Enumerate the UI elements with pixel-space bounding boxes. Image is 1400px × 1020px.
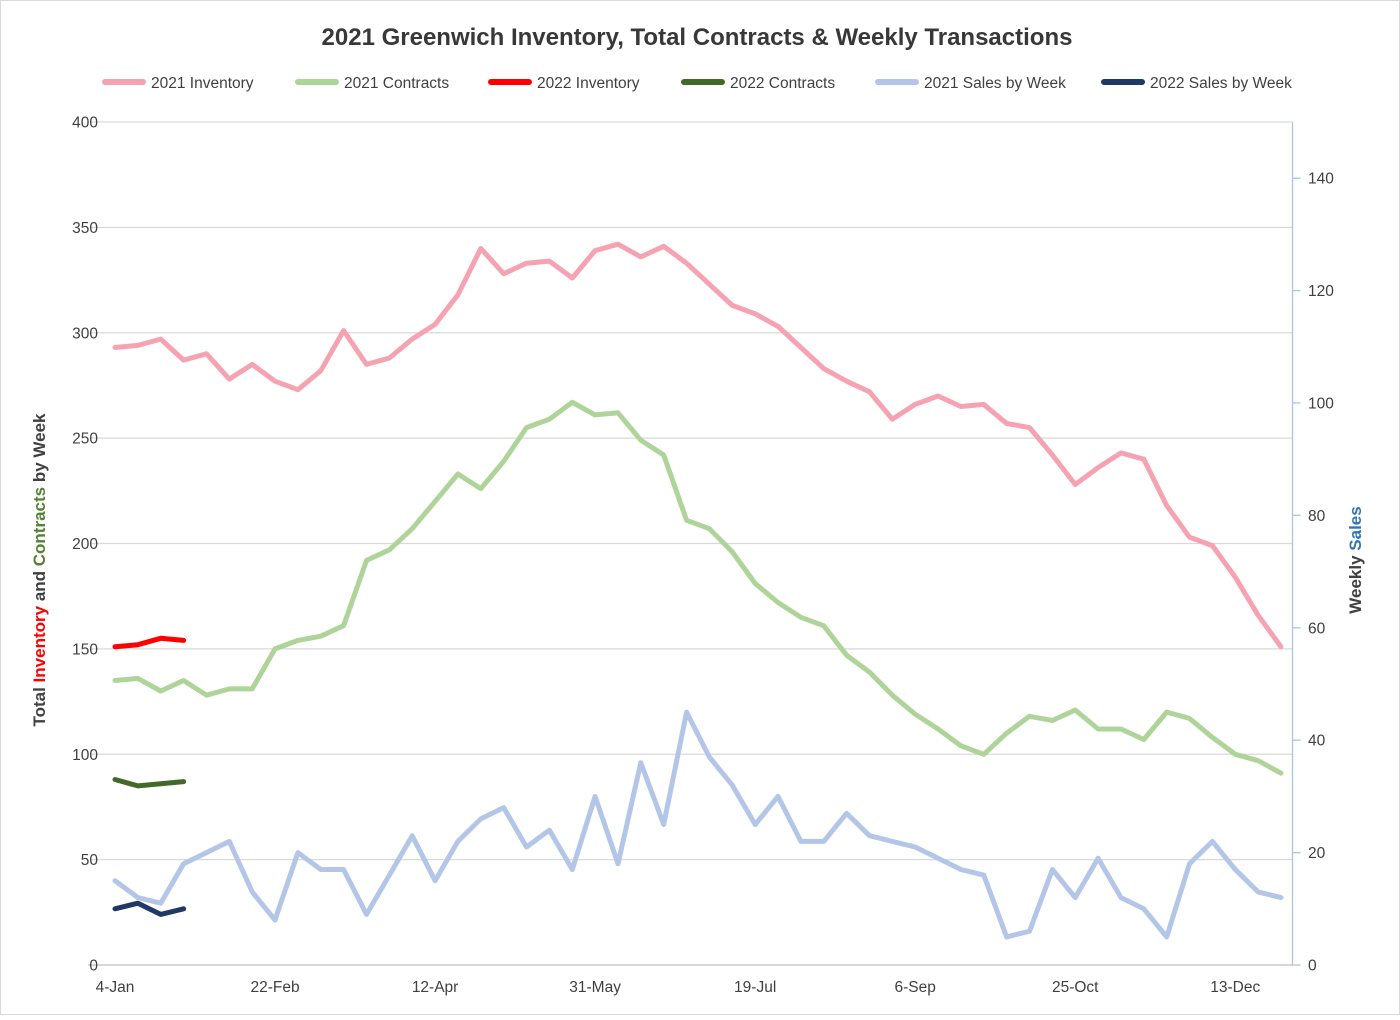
legend-label: 2022 Inventory (537, 75, 640, 92)
left-tick-label-200: 200 (72, 536, 98, 553)
left-axis-title-part: by Week (30, 413, 49, 487)
legend-item-2021-contracts: 2021 Contracts (295, 75, 449, 92)
right-tick-label-140: 140 (1308, 171, 1334, 188)
left-axis-title-part: Total (30, 682, 49, 726)
right-tick-label-40: 40 (1308, 733, 1326, 750)
left-axis-title-part: Contracts (30, 487, 49, 566)
line-2021-sales-by-week (112, 709, 1284, 940)
legend-item-2022-sales: 2022 Sales by Week (1101, 75, 1292, 92)
line-2022-contracts (112, 777, 187, 789)
left-tick-label-350: 350 (72, 220, 98, 237)
legend-item-2022-inventory: 2022 Inventory (488, 75, 640, 92)
x-tick-label-25-oct: 25-Oct (1052, 979, 1099, 996)
data-series (112, 241, 1284, 940)
right-tick-label-80: 80 (1308, 508, 1326, 525)
legend-item-2021-inventory: 2021 Inventory (102, 75, 254, 92)
left-tick-label-50: 50 (81, 852, 99, 869)
legend-item-2021-sales: 2021 Sales by Week (875, 75, 1066, 92)
legend-label: 2021 Sales by Week (924, 75, 1066, 92)
right-axis-title-part: Weekly (1346, 551, 1365, 614)
axis-lines (88, 122, 1301, 966)
chart-title: 2021 Greenwich Inventory, Total Contract… (322, 24, 1073, 51)
legend-label: 2022 Contracts (730, 75, 835, 92)
legend-label: 2021 Contracts (344, 75, 449, 92)
left-tick-label-250: 250 (72, 431, 98, 448)
x-tick-label-22-feb: 22-Feb (250, 979, 299, 996)
line-2021-inventory (112, 241, 1284, 650)
line-2021-contracts (112, 399, 1284, 776)
left-tick-label-100: 100 (72, 747, 98, 764)
x-tick-label-31-may: 31-May (569, 979, 621, 996)
x-tick-label-12-apr: 12-Apr (412, 979, 459, 996)
tick-labels: 0 50 100 150 200 250 300 350 400 0 20 40 60 80 100 120 1… (72, 115, 1334, 997)
legend-label: 2022 Sales by Week (1150, 75, 1292, 92)
right-axis-title: Weekly Sales (1346, 506, 1365, 613)
x-tick-label-13-dec: 13-Dec (1210, 979, 1260, 996)
left-tick-label-0: 0 (89, 958, 98, 975)
left-tick-label-300: 300 (72, 325, 98, 342)
right-tick-label-120: 120 (1308, 283, 1334, 300)
legend: 2021 Inventory 2021 Contracts 2022 Inven… (102, 75, 1292, 92)
x-tick-label-6-sep: 6-Sep (895, 979, 936, 996)
legend-item-2022-contracts: 2022 Contracts (681, 75, 835, 92)
right-tick-label-60: 60 (1308, 620, 1326, 637)
x-tick-label-4-jan: 4-Jan (96, 979, 135, 996)
left-tick-label-400: 400 (72, 115, 98, 132)
left-axis-title-part: Inventory (30, 605, 49, 682)
line-2022-sales-by-week (112, 900, 187, 917)
legend-label: 2021 Inventory (151, 75, 254, 92)
line-2022-inventory (112, 635, 187, 650)
left-axis-title: Total Inventory and Contracts by Week (30, 413, 49, 727)
right-tick-label-0: 0 (1308, 958, 1317, 975)
right-tick-label-100: 100 (1308, 396, 1334, 413)
x-tick-label-19-jul: 19-Jul (734, 979, 776, 996)
gridlines (90, 121, 1293, 861)
right-axis-title-part: Sales (1346, 506, 1365, 550)
right-tick-label-20: 20 (1308, 845, 1326, 862)
left-tick-label-150: 150 (72, 641, 98, 658)
left-axis-title-part: and (30, 566, 49, 606)
